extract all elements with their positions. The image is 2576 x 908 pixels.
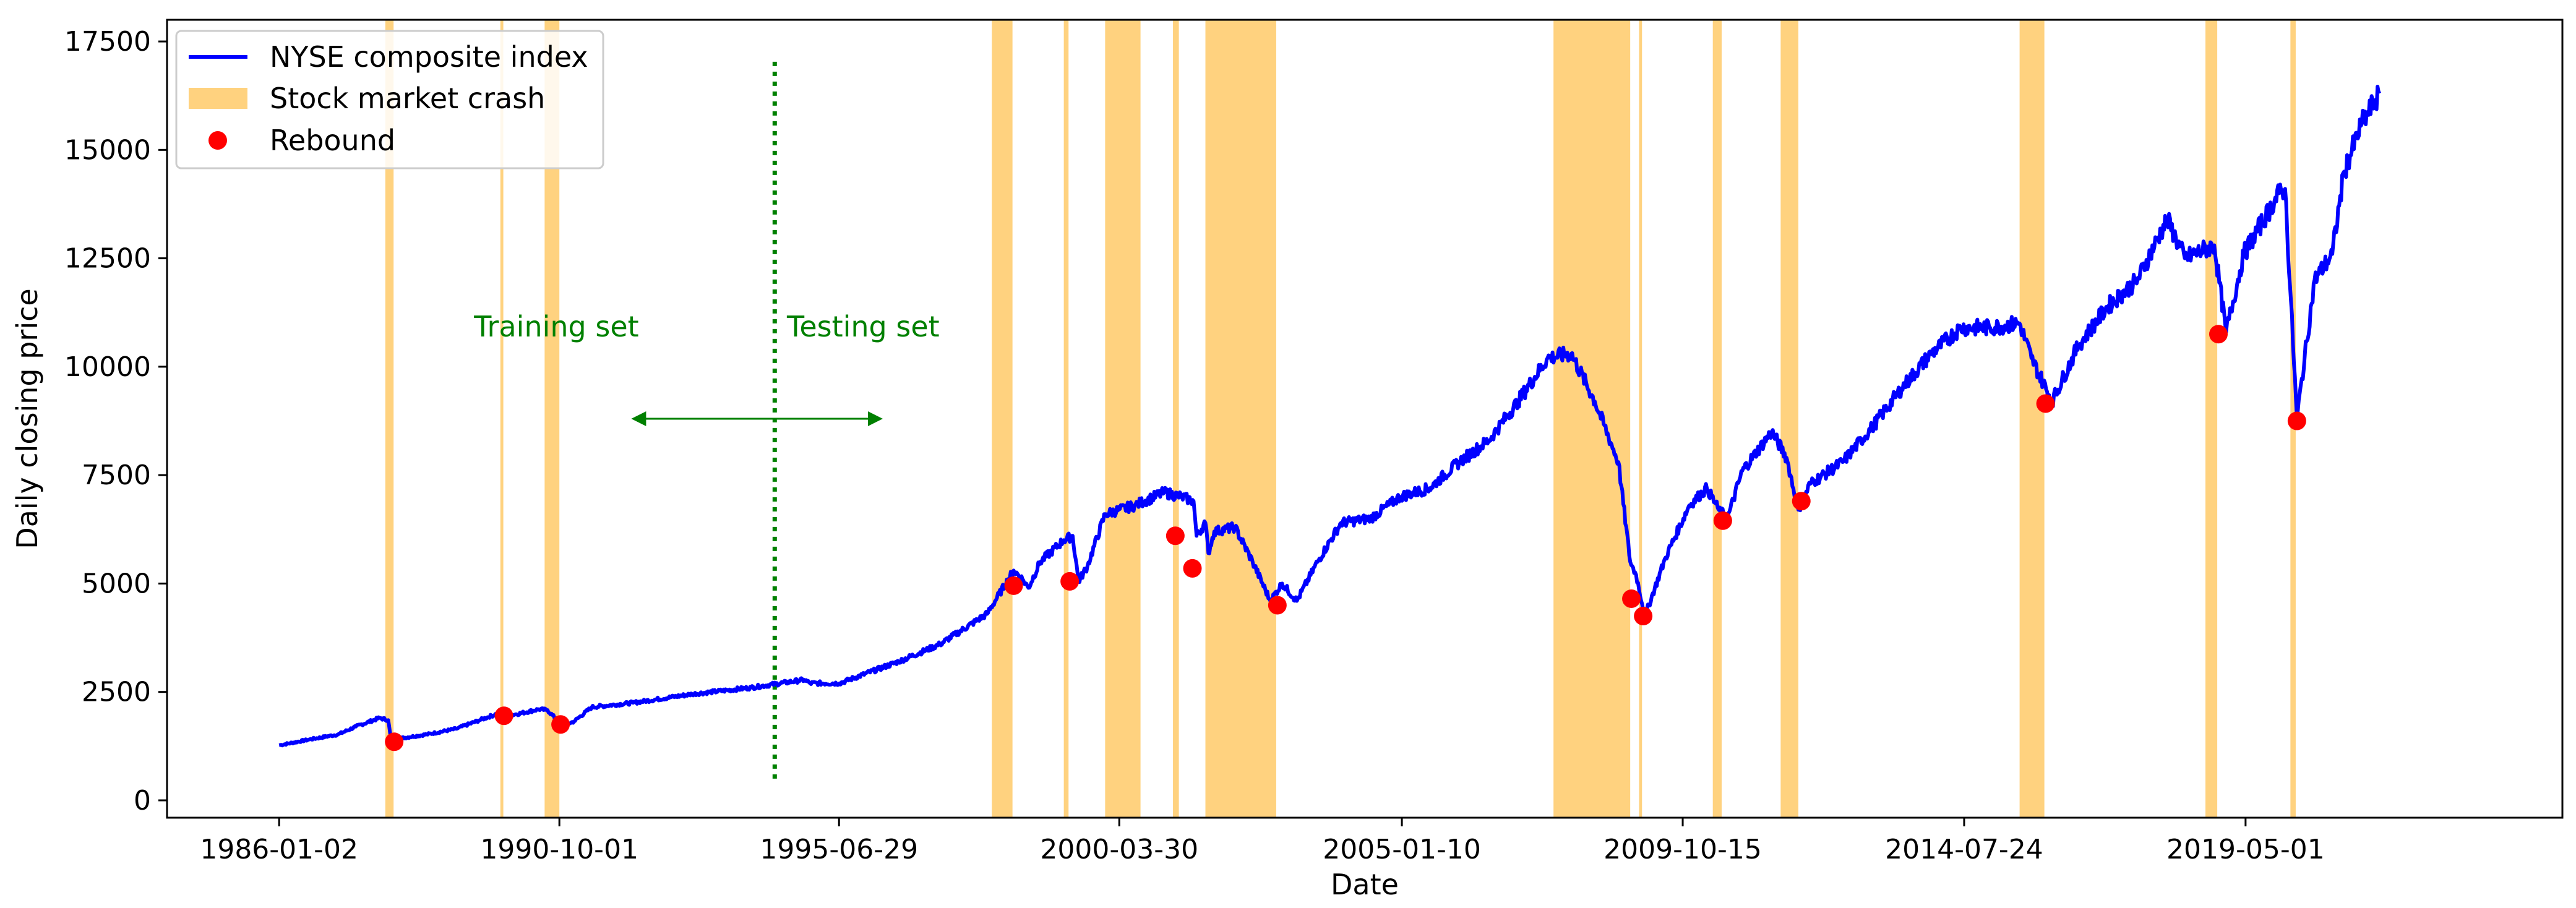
rebound-point-10: [1713, 511, 1732, 530]
crash-band-8: [1553, 20, 1631, 818]
legend-swatch-crash: [189, 88, 247, 109]
x-tick-label-2: 1995-06-29: [760, 834, 918, 865]
crash-band-11: [1780, 20, 1798, 818]
crash-band-3: [992, 20, 1013, 818]
x-tick-label-4: 2005-01-10: [1323, 834, 1481, 865]
crash-band-12: [2019, 20, 2045, 818]
legend-label-crash: Stock market crash: [270, 82, 545, 115]
rebound-point-14: [2287, 411, 2306, 430]
crash-band-1: [500, 20, 504, 818]
index-line-layer: [278, 85, 2382, 748]
legend-label-rebound: Rebound: [270, 124, 395, 157]
rebound-point-11: [1792, 492, 1811, 511]
training-set-label: Training set: [473, 310, 638, 343]
legend: NYSE composite index Stock market crash …: [175, 30, 604, 169]
y-tick-label-7: 17500: [64, 26, 151, 58]
rebound-point-7: [1268, 596, 1287, 615]
x-axis: 1986-01-02 1990-10-01 1995-06-29 2000-03-30…: [200, 818, 2325, 865]
rebound-point-13: [2209, 325, 2228, 344]
x-tick-label-1: 1990-10-01: [480, 834, 638, 865]
rebound-point-5: [1166, 526, 1185, 546]
rebound-point-2: [551, 715, 570, 734]
plot-frame: [166, 19, 2564, 819]
legend-label-nyse: NYSE composite index: [270, 40, 588, 74]
legend-swatch-rebound: [208, 131, 227, 150]
y-tick-label-6: 15000: [64, 134, 151, 166]
y-tick-label-4: 10000: [64, 351, 151, 383]
crash-band-6: [1173, 20, 1179, 818]
rebound-point-8: [1622, 589, 1641, 608]
x-tick-label-7: 2019-05-01: [2166, 834, 2325, 865]
x-tick-label-5: 2009-10-15: [1604, 834, 1762, 865]
rebound-point-6: [1183, 559, 1202, 578]
crash-band-7: [1205, 20, 1276, 818]
crash-band-0: [385, 20, 394, 818]
y-axis-title: Daily closing price: [11, 288, 44, 549]
crash-periods: [385, 20, 2296, 818]
y-tick-label-1: 2500: [82, 677, 151, 708]
rebound-point-0: [385, 732, 404, 752]
x-tick-label-0: 1986-01-02: [200, 834, 358, 865]
y-tick-label-3: 7500: [82, 460, 151, 491]
rebound-point-12: [2036, 394, 2055, 413]
rebound-point-1: [494, 706, 513, 726]
testing-set-label: Testing set: [786, 310, 940, 343]
rebound-point-9: [1634, 606, 1653, 625]
annotations: Training set Testing set: [473, 59, 940, 779]
crash-band-10: [1712, 20, 1722, 818]
x-tick-label-3: 2000-03-30: [1040, 834, 1198, 865]
x-tick-label-6: 2014-07-24: [1885, 834, 2043, 865]
rebound-points: [385, 325, 2306, 752]
y-tick-label-0: 0: [134, 785, 151, 816]
legend-box: [175, 30, 604, 169]
crash-band-5: [1105, 20, 1141, 818]
crash-band-9: [1639, 20, 1642, 818]
y-tick-label-2: 5000: [82, 568, 151, 599]
y-axis: 0 2500 5000 7500 10000 12500 15000 17500: [64, 26, 167, 816]
rebound-point-3: [1004, 576, 1023, 595]
crash-band-2: [544, 20, 560, 818]
crash-band-13: [2205, 20, 2218, 818]
crash-band-4: [1063, 20, 1069, 818]
x-axis-title: Date: [1331, 868, 1399, 901]
series-line-nyse: [278, 85, 2382, 748]
rebound-point-4: [1060, 572, 1080, 591]
y-tick-label-5: 12500: [64, 243, 151, 275]
